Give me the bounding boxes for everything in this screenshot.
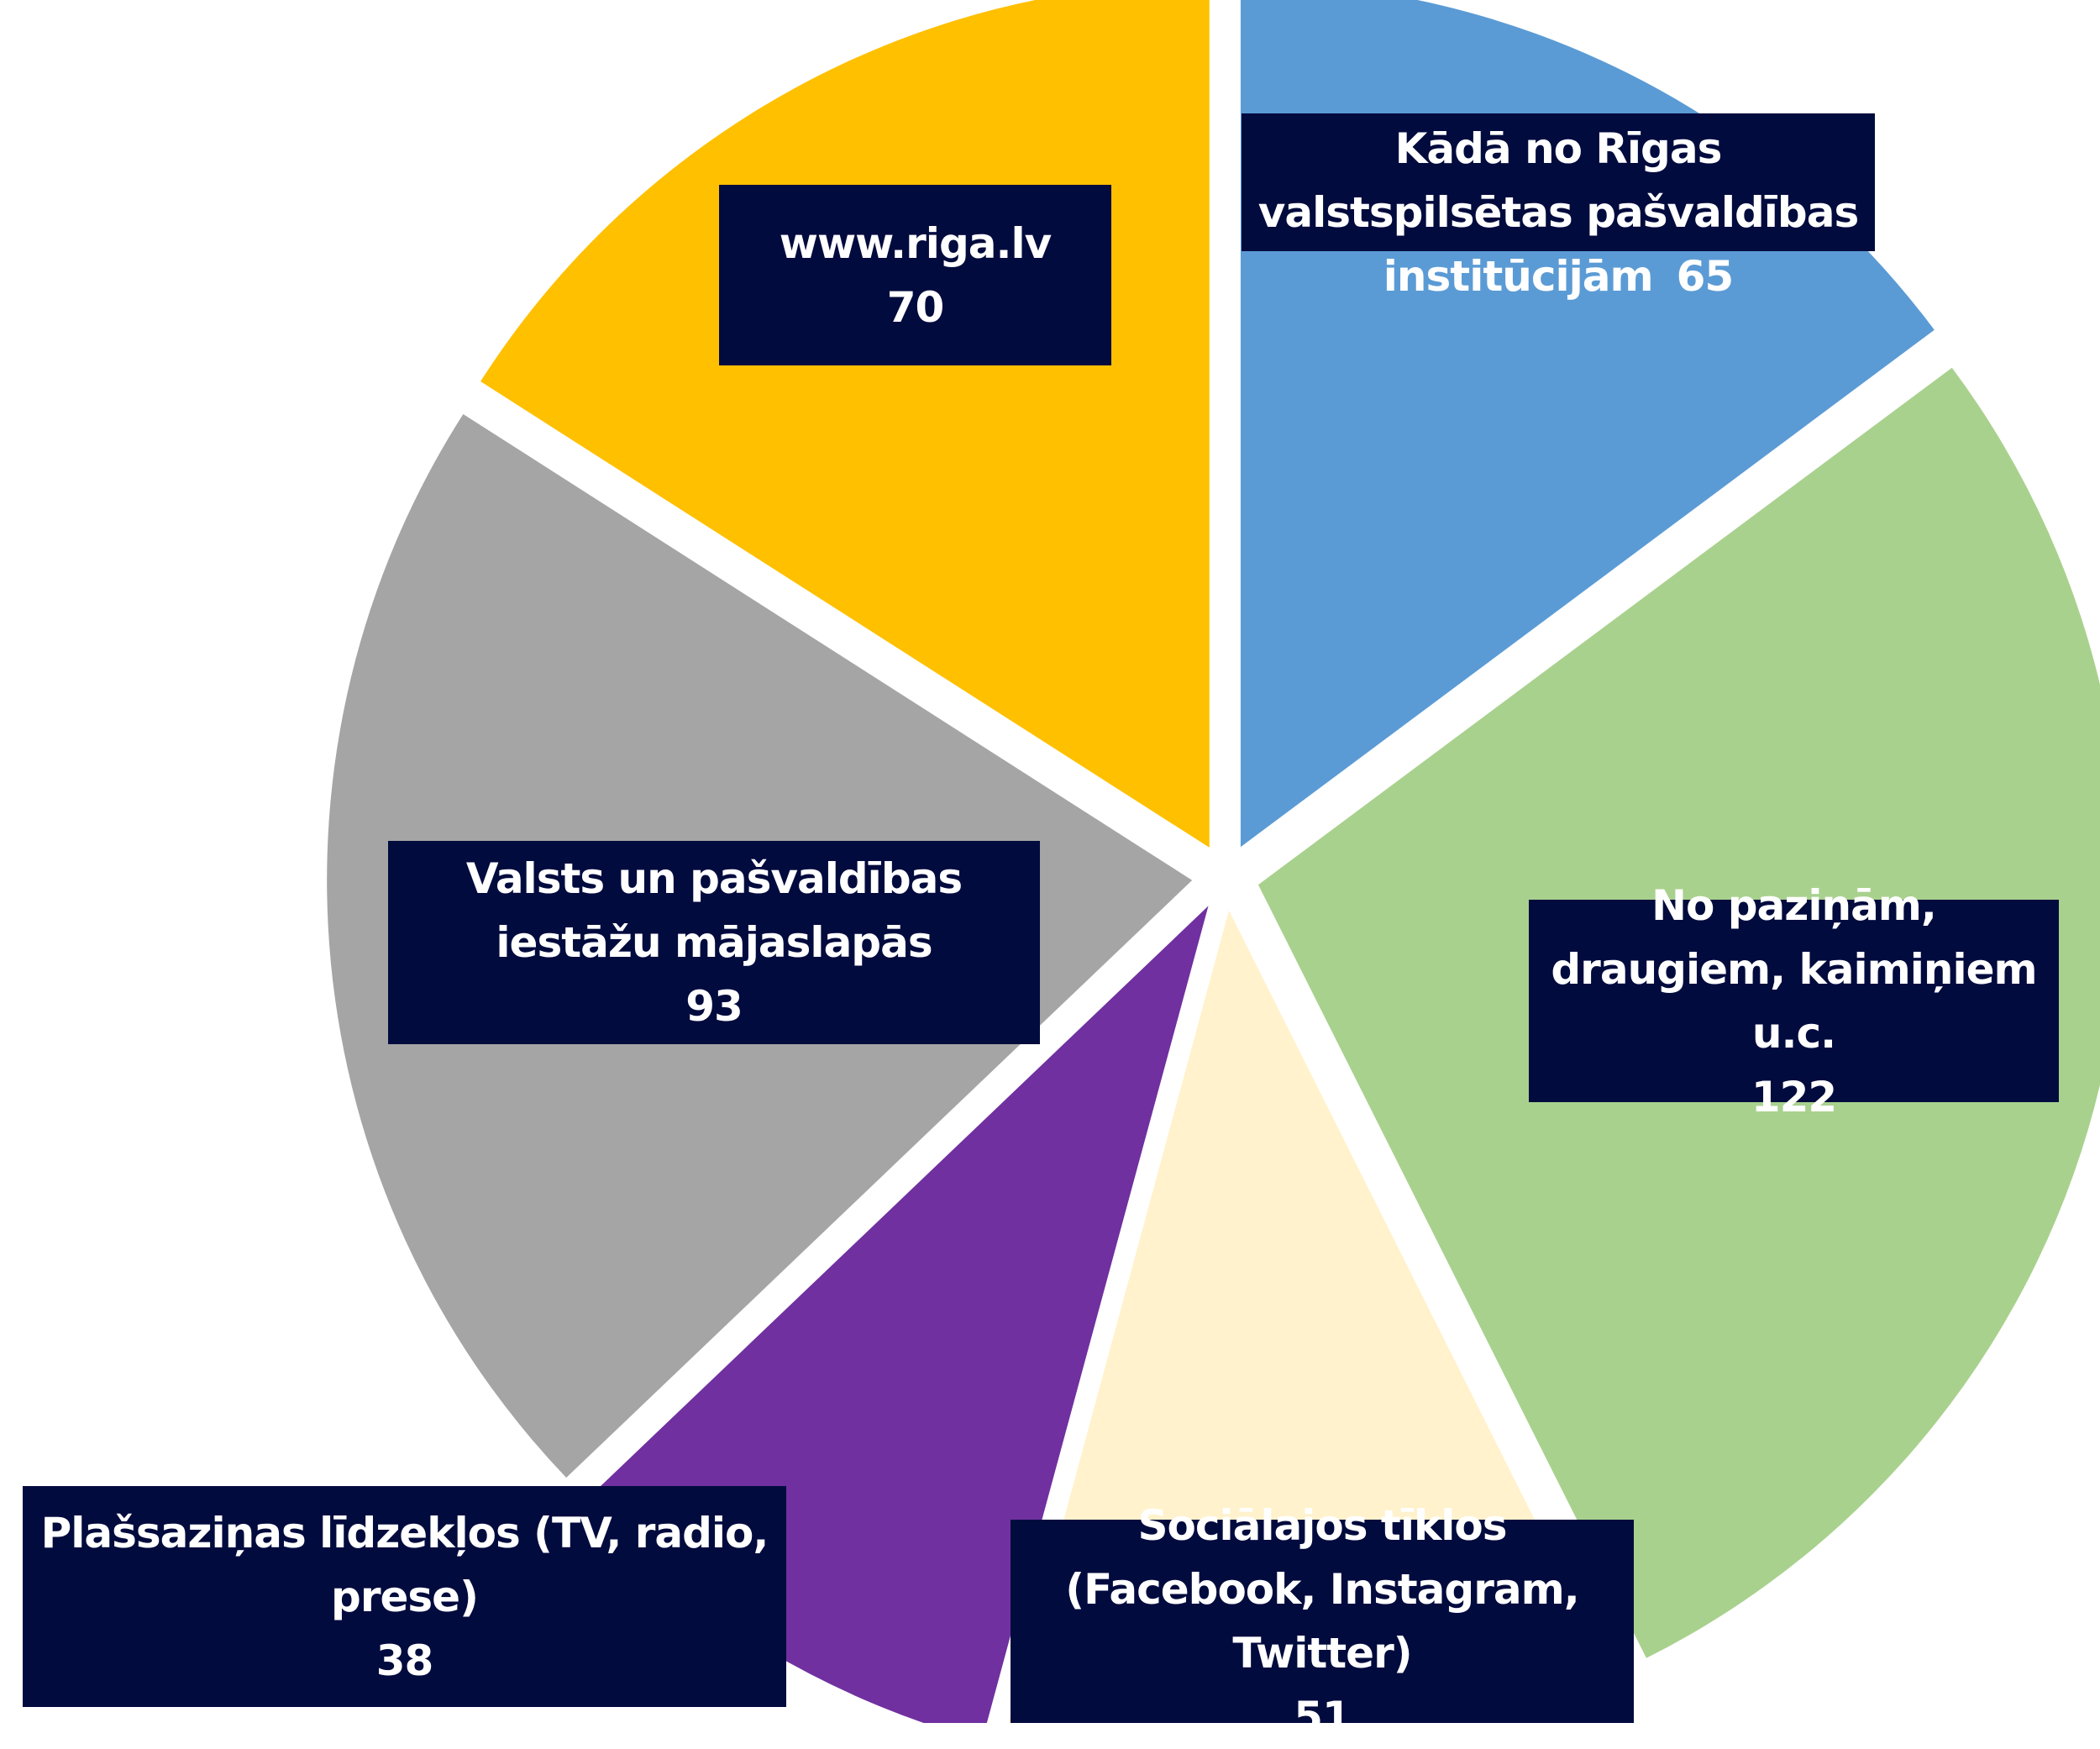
label-name: Plašsaziņas līdzekļos (TV, radio, prese) bbox=[40, 1508, 769, 1621]
label-value: 51 bbox=[1294, 1693, 1352, 1741]
label-name: www.riga.lv bbox=[779, 218, 1052, 268]
label-value: 122 bbox=[1751, 1072, 1837, 1121]
data-label: Plašsaziņas līdzekļos (TV, radio, prese)… bbox=[23, 1486, 786, 1707]
data-label: Valsts un pašvaldības iestāžu mājaslapās… bbox=[388, 841, 1040, 1044]
label-name: Kādā no Rīgas valstspilsētas pašvaldības… bbox=[1257, 124, 1859, 301]
label-name: No paziņām, draugiem, kaimiņiem u.c. bbox=[1551, 880, 2037, 1058]
label-value: 70 bbox=[886, 282, 945, 332]
data-label: Kādā no Rīgas valstspilsētas pašvaldības… bbox=[1242, 113, 1875, 301]
label-value: 38 bbox=[375, 1636, 434, 1685]
data-label: No paziņām, draugiem, kaimiņiem u.c. 122 bbox=[1529, 881, 2059, 1121]
label-name: Sociālajos tīklos (Facebook, Instagram, … bbox=[1065, 1501, 1579, 1678]
label-value: 93 bbox=[685, 982, 743, 1031]
data-label: Sociālajos tīklos (Facebook, Instagram, … bbox=[1011, 1501, 1634, 1741]
label-name: Valsts un pašvaldības iestāžu mājaslapās bbox=[465, 854, 963, 967]
label-value: 65 bbox=[1676, 252, 1735, 301]
data-label: www.riga.lv 70 bbox=[719, 185, 1111, 365]
